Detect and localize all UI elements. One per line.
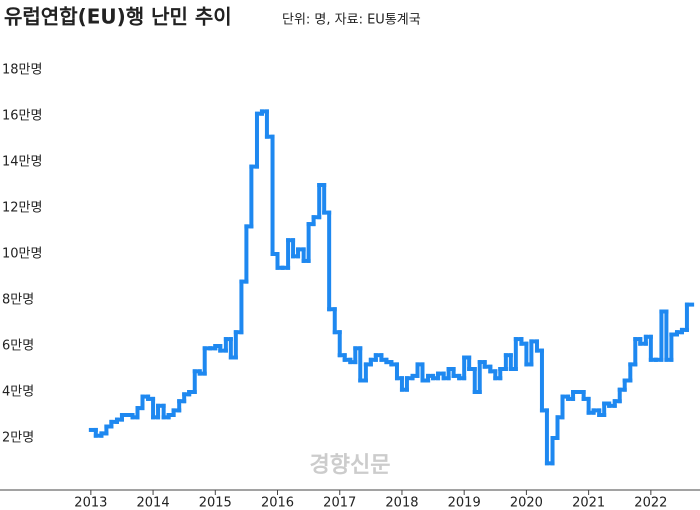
- y-tick-label: 2만명: [2, 431, 34, 446]
- x-tick-label: 2013: [74, 496, 107, 510]
- chart-title: 유럽연합(EU)행 난민 추이: [4, 5, 232, 29]
- y-tick-label: 18만명: [2, 63, 42, 78]
- y-tick-label: 16만명: [2, 109, 42, 124]
- y-tick-label: 8만명: [2, 293, 34, 308]
- y-tick-label: 10만명: [2, 247, 42, 262]
- y-tick-label: 4만명: [2, 385, 34, 400]
- y-tick-label: 6만명: [2, 339, 34, 354]
- y-tick-label: 12만명: [2, 201, 42, 216]
- watermark: 경향신문: [310, 453, 391, 478]
- x-tick-label: 2019: [448, 496, 481, 510]
- x-tick-label: 2018: [385, 496, 418, 510]
- x-tick-label: 2020: [510, 496, 543, 510]
- x-tick-label: 2022: [634, 496, 667, 510]
- x-tick-label: 2017: [323, 496, 356, 510]
- y-tick-label: 14만명: [2, 155, 42, 170]
- x-tick-label: 2021: [572, 496, 605, 510]
- x-tick-label: 2014: [137, 496, 170, 510]
- x-tick-label: 2016: [261, 496, 294, 510]
- x-tick-label: 2015: [199, 496, 232, 510]
- chart-subtitle: 단위: 명, 자료: EU통계국: [282, 13, 421, 28]
